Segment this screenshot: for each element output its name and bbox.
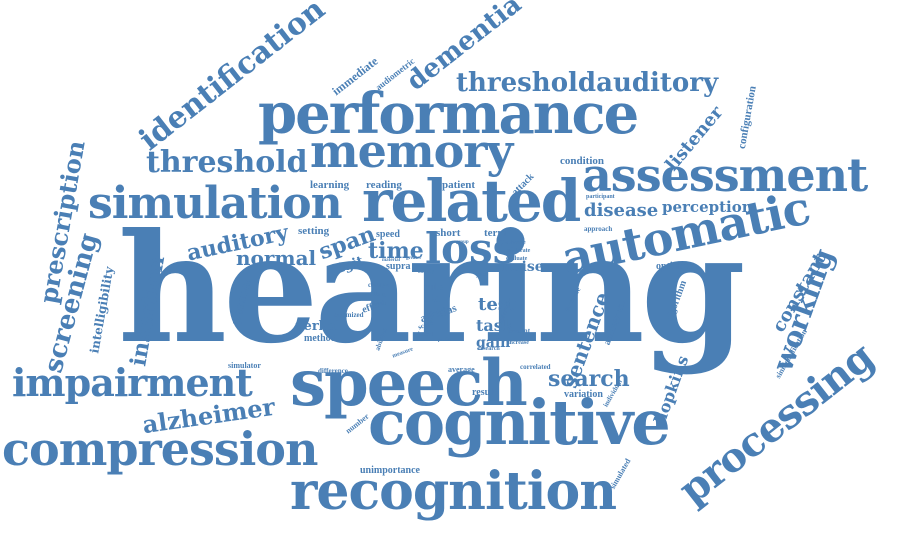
word-simulation: simulation: [88, 178, 343, 229]
word-fitting: fitting: [370, 292, 386, 298]
word-patient: patient: [442, 179, 475, 191]
word-adverse: adverse: [506, 240, 526, 246]
word-year: year: [476, 272, 488, 278]
word-based: based: [418, 332, 433, 338]
word-profile: profile: [438, 338, 453, 343]
word-learning: learning: [310, 179, 350, 191]
word-moderate: moderate: [506, 248, 531, 254]
word-greater: greater: [406, 256, 422, 261]
word-performance: performance: [258, 81, 639, 147]
word-result: result: [472, 387, 497, 398]
word-impairment: impairment: [12, 360, 253, 405]
word-increase: increase: [508, 340, 529, 346]
word-correlated: correlated: [520, 363, 551, 371]
word-configuration: configuration: [735, 85, 759, 150]
word-recognition: recognition: [290, 461, 617, 522]
word-evaluate: evaluate: [506, 256, 528, 262]
word-several: several: [372, 302, 387, 307]
word-difference: difference: [318, 367, 348, 375]
word-verbal: verbal: [296, 319, 342, 334]
word-threshold: threshold: [146, 145, 308, 180]
word-unimportance: unimportance: [360, 465, 420, 476]
word-test: test: [478, 294, 517, 315]
word-disease: disease: [584, 200, 659, 221]
word-related: related: [362, 167, 581, 235]
word-speed: speed: [376, 229, 400, 240]
word-speech: speech: [290, 346, 528, 421]
word-aid: aid: [424, 291, 441, 305]
word-study: study: [418, 267, 435, 275]
word-compression: compression: [2, 422, 318, 476]
word-term: term: [484, 227, 507, 239]
word-research: research: [478, 346, 500, 352]
word-task: task: [476, 316, 514, 335]
word-thresholdauditory: thresholdauditory: [456, 68, 719, 98]
word-gain: gain: [476, 335, 511, 351]
word-simulator: simulator: [228, 361, 261, 370]
word-approach: approach: [584, 225, 613, 233]
word-hearing: hearing: [118, 201, 746, 377]
word-loss: loss: [425, 224, 517, 273]
word-supra: supra: [386, 261, 411, 272]
word-present: present: [508, 327, 531, 335]
word-variation: variation: [564, 389, 603, 400]
word-method: method: [304, 333, 337, 344]
word-time: time: [368, 238, 424, 264]
word-assessment: assessment: [582, 148, 868, 202]
word-normal: normal: [236, 246, 317, 270]
word-short: short: [436, 227, 461, 239]
word-change: change: [368, 281, 389, 289]
word-setting: setting: [298, 225, 330, 237]
word-average: average: [448, 365, 475, 374]
word-memory: memory: [310, 124, 513, 178]
word-optimize: optimize: [656, 261, 693, 272]
word-cognitive: cognitive: [368, 386, 671, 459]
word-rule: rule: [424, 281, 443, 293]
word-optimized: optimized: [334, 311, 364, 319]
word-material: material: [382, 258, 401, 263]
word-noise: noise: [502, 259, 544, 275]
word-participant: participant: [586, 194, 615, 200]
word-reading: reading: [366, 179, 402, 191]
word-condition: condition: [560, 155, 605, 167]
word-group: group: [456, 240, 469, 245]
word-search: search: [548, 366, 630, 392]
word-perception: perception: [662, 198, 753, 216]
